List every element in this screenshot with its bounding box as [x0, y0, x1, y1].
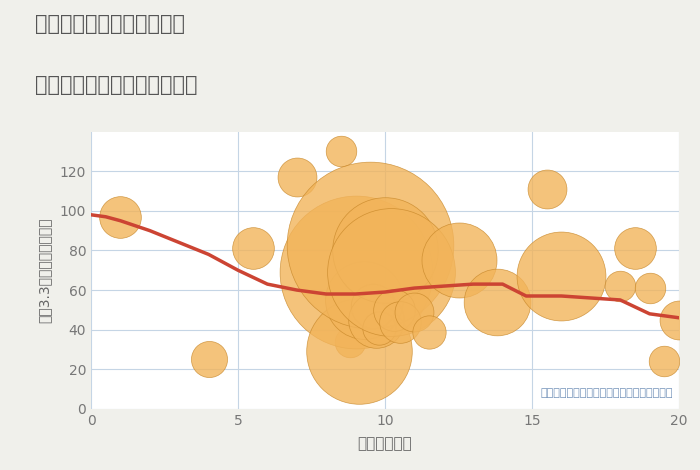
- Point: [629, 245, 641, 252]
- Point: [291, 173, 302, 181]
- Point: [335, 148, 346, 155]
- Point: [424, 328, 435, 336]
- Text: 駅距離別中古マンション価格: 駅距離別中古マンション価格: [35, 75, 197, 95]
- Point: [344, 338, 356, 345]
- Point: [115, 213, 126, 220]
- Point: [389, 306, 400, 313]
- Y-axis label: 坪（3.3㎡）単価（万円）: 坪（3.3㎡）単価（万円）: [37, 218, 51, 323]
- X-axis label: 駅距離（分）: 駅距離（分）: [358, 436, 412, 451]
- Point: [353, 348, 364, 355]
- Text: 円の大きさは、取引のあった物件面積を示す: 円の大きさは、取引のあった物件面積を示す: [540, 388, 673, 398]
- Point: [365, 241, 376, 248]
- Point: [659, 358, 670, 365]
- Point: [370, 316, 382, 323]
- Point: [409, 308, 420, 316]
- Point: [644, 284, 655, 292]
- Point: [453, 257, 464, 264]
- Point: [203, 356, 214, 363]
- Point: [247, 245, 258, 252]
- Point: [385, 268, 396, 276]
- Point: [673, 316, 685, 323]
- Point: [556, 273, 567, 280]
- Point: [359, 296, 370, 304]
- Point: [379, 247, 391, 254]
- Point: [615, 282, 626, 290]
- Point: [350, 268, 361, 276]
- Point: [491, 298, 503, 306]
- Point: [394, 318, 405, 326]
- Point: [374, 324, 385, 331]
- Point: [541, 185, 552, 193]
- Point: [368, 302, 379, 310]
- Text: 岐阜県恵那市笠置町河合の: 岐阜県恵那市笠置町河合の: [35, 14, 185, 34]
